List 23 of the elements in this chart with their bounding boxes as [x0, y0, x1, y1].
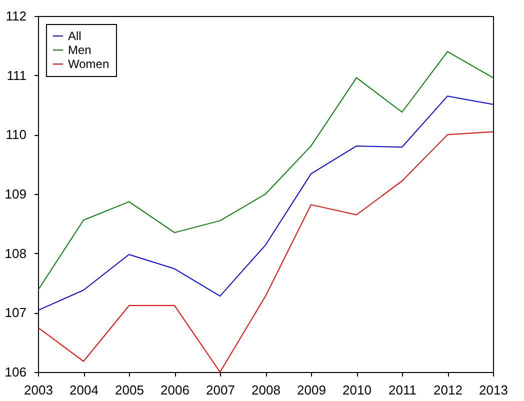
x-tick-label: 2011 [388, 382, 416, 398]
x-tick-label: 2013 [479, 382, 508, 398]
legend-label: Men [68, 43, 92, 57]
y-tick-label: 110 [6, 127, 26, 142]
legend-label: All [68, 29, 82, 43]
line-series [38, 131, 494, 372]
y-tick-label: 111 [6, 68, 26, 83]
x-tick-label: 2012 [434, 382, 462, 398]
x-tick-label: 2006 [160, 382, 190, 398]
y-tick-label: 109 [4, 186, 26, 202]
legend-label: Women [68, 57, 110, 71]
y-tick-label: 107 [4, 305, 26, 320]
x-tick-label: 2008 [252, 382, 280, 398]
x-tick-label: 2009 [297, 382, 326, 398]
x-tick-label: 2007 [206, 382, 235, 398]
x-tick-label: 2005 [115, 382, 144, 398]
y-tick-label: 112 [6, 8, 26, 24]
x-tick-label: 2004 [70, 382, 98, 398]
x-tick-label: 2003 [24, 382, 53, 398]
y-tick-label: 106 [4, 364, 26, 380]
x-tick-label: 2010 [342, 382, 372, 398]
line-series [38, 96, 494, 311]
y-tick-label: 108 [4, 246, 26, 261]
